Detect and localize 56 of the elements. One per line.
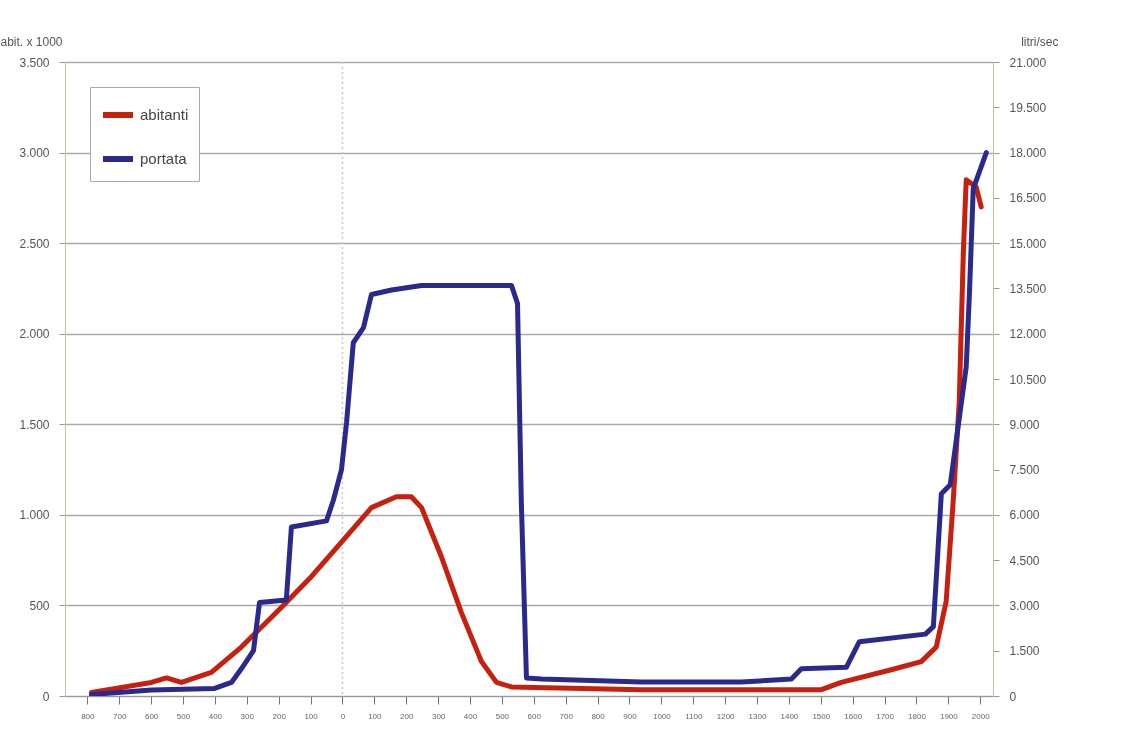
x-tick-label: 400	[208, 711, 223, 721]
x-tick-label: 500	[495, 711, 510, 721]
y2-tick-label: 21.000	[1009, 55, 1047, 70]
x-tick-label: 200	[400, 711, 414, 721]
x-tick-label: 700	[113, 711, 127, 721]
x-tick-label: 100	[304, 711, 319, 721]
x-tick-label: 200	[272, 711, 287, 721]
y2-tick-label: 12.000	[1009, 327, 1047, 342]
y2-axis-title: litri/sec	[1021, 34, 1059, 49]
x-tick-label: 1400	[780, 711, 799, 721]
y2-tick-label: 3.000	[1009, 598, 1040, 613]
x-tick-label: 1700	[876, 711, 895, 721]
y2-tick-label: 1.500	[1009, 644, 1040, 659]
y2-tick-label: 4.500	[1009, 553, 1040, 568]
x-tick-label: 1900	[939, 711, 959, 721]
x-tick-label: 300	[431, 711, 446, 721]
x-tick-label: 800	[591, 711, 606, 721]
x-tick-label: 2000	[971, 711, 991, 721]
y2-tick-label: 10.500	[1009, 372, 1047, 387]
x-tick-label: 800	[81, 711, 96, 721]
y-tick-label: 0	[42, 689, 50, 704]
y2-tick-label: 19.500	[1009, 100, 1047, 115]
x-tick-label: 600	[527, 711, 542, 721]
x-tick-label: 900	[623, 711, 638, 721]
x-tick-label: 1500	[812, 711, 831, 721]
x-tick-label: 100	[368, 711, 383, 721]
y-tick-label: 3.500	[19, 55, 50, 70]
y2-tick-label: 6.000	[1009, 508, 1040, 523]
y-tick-label: 3.000	[19, 146, 50, 161]
x-tick-label: 500	[176, 711, 191, 721]
x-tick-label: 300	[240, 711, 255, 721]
y-tick-label: 1.500	[19, 417, 50, 432]
x-tick-label: 0	[340, 711, 346, 721]
x-tick-label: 1000	[652, 711, 672, 721]
x-tick-label: 400	[463, 711, 478, 721]
x-tick-label: 1100	[685, 711, 703, 721]
x-tick-label: 1800	[908, 711, 927, 721]
y2-tick-label: 18.000	[1009, 146, 1047, 161]
y2-tick-label: 13.500	[1009, 281, 1047, 296]
x-tick-label: 1300	[748, 711, 767, 721]
y2-tick-label: 0	[1009, 689, 1017, 704]
x-tick-label: 700	[559, 711, 574, 721]
y-tick-label: 2.000	[19, 327, 50, 342]
x-tick-label: 600	[144, 711, 159, 721]
y-axis-title: abit. x 1000	[0, 34, 63, 49]
legend-label: abitanti	[140, 106, 189, 123]
y2-tick-label: 15.000	[1009, 236, 1047, 251]
y2-tick-label: 7.500	[1009, 463, 1040, 478]
y-tick-label: 500	[29, 598, 50, 613]
y-tick-label: 1.000	[19, 508, 50, 523]
y2-tick-label: 16.500	[1009, 191, 1047, 206]
legend-label: portata	[140, 150, 188, 167]
y-tick-label: 2.500	[19, 236, 50, 251]
y2-tick-label: 9.000	[1009, 417, 1040, 432]
x-tick-label: 1600	[844, 711, 863, 721]
x-tick-label: 1200	[716, 711, 736, 721]
